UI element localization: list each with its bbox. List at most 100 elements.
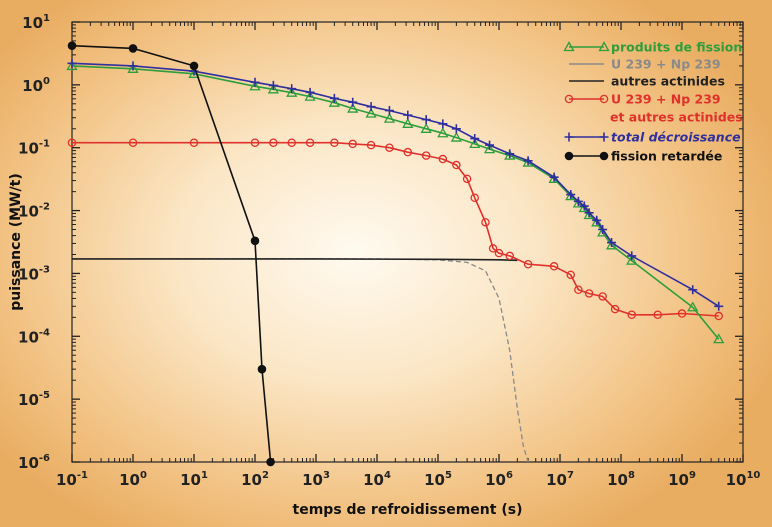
data-point <box>67 58 77 68</box>
data-point <box>348 139 357 149</box>
legend-label: fission retardée <box>611 149 722 164</box>
data-point <box>579 201 589 211</box>
legend-marker <box>564 151 574 161</box>
data-point <box>584 208 594 218</box>
data-point <box>574 285 583 294</box>
data-point <box>127 62 139 73</box>
data-point <box>421 115 431 125</box>
data-point <box>67 138 77 147</box>
data-point <box>366 140 376 150</box>
x-tick-label: 108 <box>607 470 635 489</box>
y-tick-label: 100 <box>22 76 50 95</box>
legend-item: autres actinides <box>569 74 725 89</box>
series-autres-actinides <box>72 258 518 262</box>
y-tick-label: 101 <box>22 13 50 32</box>
data-point <box>329 93 339 103</box>
data-point <box>578 202 590 213</box>
y-tick-label: 10-4 <box>18 327 50 346</box>
data-point <box>470 134 480 144</box>
data-point <box>128 61 138 71</box>
legend-marker <box>563 41 575 52</box>
data-point <box>266 457 275 467</box>
series-line <box>71 65 720 340</box>
data-point <box>384 106 394 116</box>
series-line <box>72 258 518 262</box>
y-axis-title: puissance (MW/t) <box>8 173 24 311</box>
data-point <box>548 172 560 183</box>
x-tick-label: 102 <box>241 470 269 489</box>
data-point <box>627 310 636 320</box>
data-point <box>269 138 278 147</box>
x-tick-label: 1010 <box>726 470 761 489</box>
series-line <box>72 141 719 317</box>
data-point <box>257 364 267 374</box>
data-point <box>128 44 138 53</box>
legend-marker <box>599 94 609 104</box>
x-tick-label: 101 <box>180 470 208 489</box>
data-point <box>348 97 358 107</box>
data-point <box>250 138 260 147</box>
y-tick-label: 10-2 <box>18 202 50 221</box>
data-point <box>598 224 608 234</box>
data-point <box>584 289 594 298</box>
data-point <box>421 151 431 160</box>
data-point <box>450 131 462 142</box>
x-axis-ticks: 10-1 100 101 102 103 104 105 106 107 108 109 1010 <box>56 22 760 489</box>
data-point <box>383 112 396 123</box>
data-point <box>607 238 617 248</box>
data-point <box>488 244 498 253</box>
plot-frame <box>71 21 744 463</box>
legend-item: total décroissance <box>564 130 741 145</box>
data-point <box>67 41 77 50</box>
legend-item: et autres actinides <box>610 110 743 125</box>
data-point <box>549 172 559 182</box>
data-point <box>598 292 607 301</box>
data-point <box>287 138 296 147</box>
data-point <box>481 218 490 227</box>
data-point <box>437 127 449 138</box>
series-line <box>71 44 272 463</box>
data-point <box>66 60 78 71</box>
x-tick-label: 104 <box>363 470 391 489</box>
data-point <box>438 119 448 129</box>
legend-label: autres actinides <box>611 74 725 89</box>
x-tick-label: 109 <box>668 470 696 489</box>
data-point <box>462 174 472 184</box>
data-point <box>287 84 297 94</box>
series-line <box>72 258 529 463</box>
data-point <box>305 87 315 97</box>
data-point <box>592 215 602 225</box>
data-point <box>494 248 504 258</box>
legend-item: U 239 + Np 239 <box>564 92 721 107</box>
data-point <box>328 96 340 107</box>
data-point <box>549 262 559 271</box>
data-point <box>505 149 515 159</box>
data-point <box>385 143 394 152</box>
y-tick-label: 10-1 <box>18 139 50 158</box>
data-point <box>573 196 583 206</box>
data-point <box>128 138 138 147</box>
y-axis-ticks: 101 100 10-1 10-2 10-3 10-4 10-5 10-6 <box>18 13 743 472</box>
minor-ticks <box>72 22 743 462</box>
x-tick-label: 10-1 <box>56 470 88 489</box>
series-u-239-np-239 <box>72 258 529 463</box>
legend-label: U 239 + Np 239 <box>611 57 721 72</box>
data-point <box>566 190 576 200</box>
data-point <box>626 254 638 265</box>
data-point <box>688 285 698 295</box>
data-point <box>714 301 724 311</box>
data-point <box>438 154 448 164</box>
legend-label: U 239 + Np 239 <box>611 92 721 107</box>
series-fission-retardee <box>67 41 275 467</box>
legend-item: produits de fission <box>563 40 742 55</box>
series-total-decroissance <box>67 58 724 311</box>
x-tick-label: 103 <box>302 470 330 489</box>
legend-label: total décroissance <box>611 130 741 145</box>
data-point <box>714 311 723 321</box>
legend-item: U 239 + Np 239 <box>569 57 721 72</box>
data-point <box>249 80 261 91</box>
data-point <box>250 236 260 246</box>
legend-marker <box>599 132 609 142</box>
data-point <box>485 140 495 150</box>
